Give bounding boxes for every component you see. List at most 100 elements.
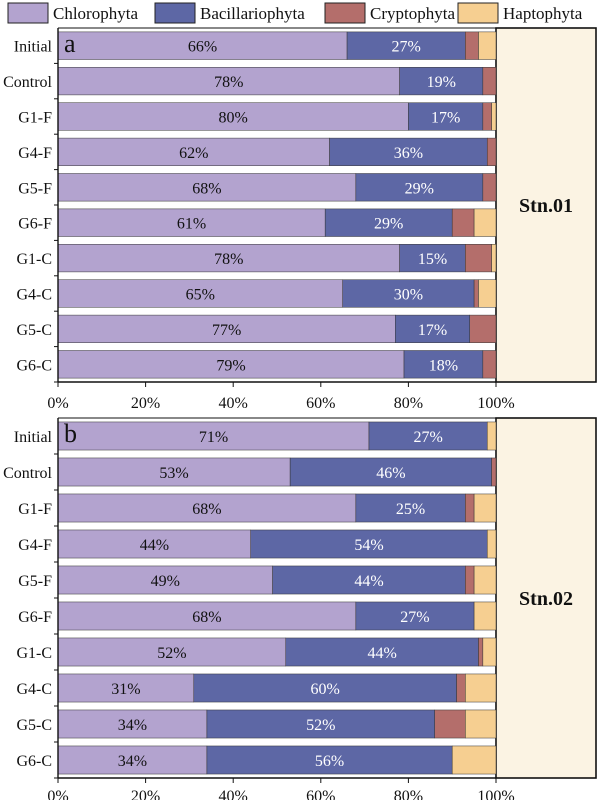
data-label-chlorophyta-g4-c: 31% bbox=[111, 681, 140, 698]
data-label-bacillariophyta-g4-f: 54% bbox=[354, 537, 383, 554]
data-label-chlorophyta-g4-f: 62% bbox=[179, 145, 208, 162]
data-label-chlorophyta-g5-f: 68% bbox=[192, 180, 221, 197]
data-label-chlorophyta-control: 78% bbox=[214, 74, 243, 91]
data-label-bacillariophyta-initial: 27% bbox=[413, 429, 442, 446]
data-label-chlorophyta-g6-f: 68% bbox=[192, 609, 221, 626]
bar-cryptophyta-g5-f bbox=[482, 173, 497, 202]
category-label: G6-F bbox=[18, 609, 52, 626]
data-label-bacillariophyta-g5-c: 17% bbox=[418, 322, 447, 339]
category-label: G4-F bbox=[18, 145, 52, 162]
x-tick-label: 0% bbox=[47, 788, 68, 800]
x-tick-label: 100% bbox=[477, 788, 514, 800]
bar-bacillariophyta-g5-c bbox=[395, 314, 470, 343]
bar-chlorophyta-initial bbox=[57, 31, 348, 60]
x-tick-label: 60% bbox=[306, 395, 335, 412]
bar-bacillariophyta-g6-c bbox=[403, 350, 484, 379]
panel-a: Stn.01 66% 27% Initial 78% 19% Control 80% 17% G1… bbox=[3, 27, 597, 412]
legend-label-bacillariophyta: Bacillariophyta bbox=[200, 4, 305, 23]
panel-letter: a bbox=[64, 29, 76, 58]
station-label: Stn.02 bbox=[519, 588, 573, 610]
category-label: G4-C bbox=[16, 681, 52, 698]
data-label-bacillariophyta-g6-f: 29% bbox=[374, 216, 403, 233]
bar-cryptophyta-g1-c bbox=[478, 637, 484, 667]
bar-bacillariophyta-initial bbox=[346, 31, 466, 60]
bar-cryptophyta-control bbox=[482, 67, 497, 96]
bar-chlorophyta-g5-f bbox=[57, 565, 273, 595]
bar-bacillariophyta-g1-c bbox=[285, 637, 479, 667]
data-label-bacillariophyta-g6-c: 18% bbox=[429, 357, 458, 374]
x-tick-label: 40% bbox=[219, 788, 248, 800]
data-label-chlorophyta-g6-c: 34% bbox=[118, 753, 147, 770]
category-label: Control bbox=[3, 465, 52, 482]
bar-haptophyta-g1-f bbox=[473, 493, 497, 523]
bar-chlorophyta-g5-c bbox=[57, 709, 208, 739]
legend-swatch-chlorophyta bbox=[7, 2, 49, 24]
legend-swatch-cryptophyta bbox=[324, 2, 366, 24]
data-label-chlorophyta-initial: 71% bbox=[199, 429, 228, 446]
category-label: G1-C bbox=[16, 251, 52, 268]
category-label: Initial bbox=[14, 429, 53, 446]
category-label: G4-C bbox=[16, 287, 52, 304]
bar-cryptophyta-control bbox=[491, 457, 497, 487]
category-label: Initial bbox=[14, 39, 53, 56]
data-label-chlorophyta-g5-c: 77% bbox=[212, 322, 241, 339]
data-label-chlorophyta-g5-c: 34% bbox=[118, 717, 147, 734]
bar-chlorophyta-control bbox=[57, 457, 291, 487]
category-label: G5-F bbox=[18, 573, 52, 590]
panel-b: Stn.02 71% 27% Initial 53% 46% Control 68% 25% G1… bbox=[3, 417, 597, 800]
bar-cryptophyta-g5-c bbox=[434, 709, 466, 739]
bar-cryptophyta-g4-c bbox=[456, 673, 466, 703]
bar-chlorophyta-g1-f bbox=[57, 493, 357, 523]
bar-bacillariophyta-g4-f bbox=[250, 529, 488, 559]
category-label: G5-C bbox=[16, 717, 52, 734]
bar-haptophyta-initial bbox=[478, 31, 497, 60]
bar-bacillariophyta-g6-f bbox=[324, 208, 453, 237]
bar-chlorophyta-g4-c bbox=[57, 279, 343, 308]
data-label-bacillariophyta-g1-f: 17% bbox=[431, 110, 460, 127]
data-label-bacillariophyta-g5-f: 44% bbox=[354, 573, 383, 590]
bar-cryptophyta-g6-f bbox=[451, 208, 475, 237]
station-box bbox=[495, 417, 597, 779]
bar-cryptophyta-g1-f bbox=[482, 102, 492, 131]
legend-swatch-bacillariophyta bbox=[154, 2, 196, 24]
category-label: G1-F bbox=[18, 110, 52, 127]
panel-letter: b bbox=[64, 419, 77, 448]
data-label-bacillariophyta-g1-c: 15% bbox=[418, 251, 447, 268]
category-label: G6-C bbox=[16, 753, 52, 770]
bar-haptophyta-g1-c bbox=[482, 637, 497, 667]
legend: Chlorophyta Bacillariophyta Cryptophyta Hap… bbox=[7, 2, 583, 24]
bar-bacillariophyta-g5-f bbox=[355, 173, 484, 202]
bar-haptophyta-g5-c bbox=[465, 709, 497, 739]
data-label-chlorophyta-control: 53% bbox=[159, 465, 188, 482]
bar-haptophyta-g4-c bbox=[465, 673, 497, 703]
data-label-chlorophyta-g6-f: 61% bbox=[177, 216, 206, 233]
station-box bbox=[495, 27, 597, 383]
bar-cryptophyta-g1-f bbox=[465, 493, 475, 523]
bar-chlorophyta-g1-f bbox=[57, 102, 409, 131]
category-label: G5-C bbox=[16, 322, 52, 339]
category-label: G1-F bbox=[18, 501, 52, 518]
bar-haptophyta-g6-c bbox=[451, 745, 497, 775]
bar-haptophyta-g4-f bbox=[486, 529, 497, 559]
bar-chlorophyta-g4-f bbox=[57, 529, 251, 559]
category-label: G5-F bbox=[18, 180, 52, 197]
bar-haptophyta-g6-f bbox=[473, 208, 497, 237]
data-label-bacillariophyta-g6-f: 27% bbox=[400, 609, 429, 626]
bar-bacillariophyta-g1-f bbox=[408, 102, 484, 131]
data-label-bacillariophyta-control: 19% bbox=[427, 74, 456, 91]
x-tick-label: 60% bbox=[306, 788, 335, 800]
data-label-bacillariophyta-g5-c: 52% bbox=[306, 717, 335, 734]
data-label-bacillariophyta-g1-c: 44% bbox=[367, 645, 396, 662]
bar-haptophyta-g4-c bbox=[478, 279, 497, 308]
bar-bacillariophyta-g6-f bbox=[355, 601, 475, 631]
bar-cryptophyta-g4-c bbox=[473, 279, 479, 308]
category-label: Control bbox=[3, 74, 52, 91]
data-label-chlorophyta-initial: 66% bbox=[188, 39, 217, 56]
category-label: G4-F bbox=[18, 537, 52, 554]
data-label-chlorophyta-g1-c: 52% bbox=[157, 645, 186, 662]
bar-bacillariophyta-g6-c bbox=[206, 745, 453, 775]
bar-haptophyta-g1-c bbox=[491, 244, 497, 273]
bar-cryptophyta-g5-f bbox=[465, 565, 475, 595]
data-label-bacillariophyta-g4-c: 30% bbox=[394, 287, 423, 304]
